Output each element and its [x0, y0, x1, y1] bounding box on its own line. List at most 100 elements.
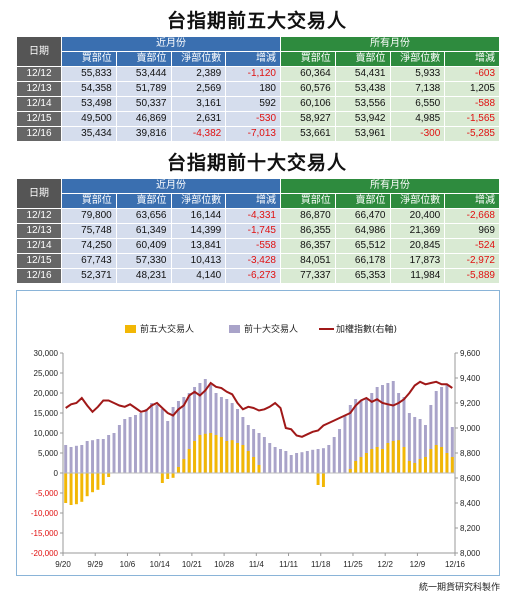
top5-bar [101, 473, 105, 485]
top10-bar [134, 415, 137, 473]
top5-bar [214, 435, 218, 473]
top5-bar [375, 447, 379, 473]
top10-bar [187, 393, 191, 473]
table-cell: 14,399 [170, 223, 227, 239]
top10-bar [289, 455, 293, 473]
column-header: 賣部位 [115, 193, 172, 209]
table-cell: 66,470 [334, 208, 391, 224]
table-cell: 48,231 [115, 268, 172, 284]
table-cell: -7,013 [225, 126, 281, 142]
date-header: 日期 [16, 36, 62, 67]
table-cell: 84,051 [280, 253, 336, 269]
top10-bar [295, 453, 299, 473]
x-tick-label: 10/14 [150, 560, 171, 569]
top5-bar [407, 461, 411, 473]
x-tick-label: 10/6 [120, 560, 136, 569]
top5-bar [225, 441, 229, 473]
top10-bar [413, 417, 417, 473]
top10-bar [407, 413, 411, 473]
top10-bar [364, 399, 368, 473]
top5-bar [370, 449, 374, 473]
table-cell: 3,161 [170, 96, 227, 112]
top10-traders-table: 日期 近月份 所有月份 買部位 賣部位 淨部位數 增減 買部位 賣部位 淨部位數 增減 12/12 79… [16, 178, 500, 284]
legend-swatch [229, 325, 240, 333]
top10-bar [107, 435, 111, 473]
all-month-header: 所有月份 [280, 178, 500, 194]
top10-bar [397, 393, 401, 473]
table-cell: 86,355 [280, 223, 336, 239]
top5-bar [219, 437, 223, 473]
table-cell: 46,869 [115, 111, 172, 127]
futures-positions-chart: -20,000 -15,000 -10,000 -5,000 0 5,000 10,000 1… [16, 290, 500, 576]
column-header: 淨部位數 [170, 51, 227, 67]
table-cell: -1,565 [444, 111, 500, 127]
row-date: 12/16 [16, 126, 62, 142]
table-cell: 57,330 [115, 253, 172, 269]
legend-label: 前十大交易人 [244, 323, 298, 335]
table-cell: 86,357 [280, 238, 336, 254]
top10-bar [128, 417, 132, 473]
top10-bar [279, 449, 282, 473]
top10-bar [252, 429, 256, 473]
y-tick-label: -5,000 [35, 489, 58, 498]
table-cell: 66,178 [334, 253, 391, 269]
top10-bar [332, 437, 336, 473]
top5-bar [230, 440, 234, 473]
table-cell: 58,927 [280, 111, 336, 127]
table-cell: 592 [225, 96, 281, 112]
top10-bar [402, 397, 406, 473]
table-cell: 60,364 [280, 66, 336, 82]
table-cell: 53,661 [280, 126, 336, 142]
legend-label: 前五大交易人 [140, 323, 194, 335]
top5-bar [440, 447, 444, 473]
top5-bar [413, 463, 417, 473]
table-row: 12/14 74,250 60,409 13,841 -558 86,357 65,512 2… [16, 238, 500, 254]
top10-bar [381, 385, 384, 473]
x-tick-label: 10/28 [214, 560, 235, 569]
y-tick-label: -15,000 [31, 529, 59, 538]
table-cell: 53,942 [334, 111, 391, 127]
table-cell: 53,961 [334, 126, 391, 142]
table-cell: 61,349 [115, 223, 172, 239]
date-header: 日期 [16, 178, 62, 209]
table-cell: 5,933 [389, 66, 446, 82]
column-header: 買部位 [61, 51, 117, 67]
table-cell: -1,745 [225, 223, 281, 239]
top10-bar [203, 379, 207, 473]
y2-tick-label: 8,000 [460, 549, 481, 558]
x-tick-label: 11/11 [279, 560, 298, 569]
top5-bar [91, 473, 95, 493]
top10-bar [85, 441, 89, 473]
table-row: 12/16 35,434 39,816 -4,382 -7,013 53,661 53,96… [16, 126, 500, 142]
y2-tick-label: 8,200 [460, 524, 481, 533]
x-tick-label: 10/21 [182, 560, 203, 569]
table-cell: 16,144 [170, 208, 227, 224]
table-cell: 6,550 [389, 96, 446, 112]
top5-bar [171, 473, 175, 478]
row-date: 12/13 [16, 223, 62, 239]
column-header: 淨部位數 [389, 193, 446, 209]
top10-bar [321, 448, 325, 473]
table-cell: -4,382 [170, 126, 227, 142]
near-month-header: 近月份 [61, 178, 281, 194]
table-cell: 53,438 [334, 81, 391, 97]
top10-bar [257, 433, 261, 473]
table-cell: 65,512 [334, 238, 391, 254]
table-cell: 4,140 [170, 268, 227, 284]
table-row: 12/14 53,498 50,337 3,161 592 60,106 53,556 6,5… [16, 96, 500, 112]
top10-bar [343, 415, 347, 473]
top10-bar [262, 437, 266, 473]
top10-bar [176, 401, 180, 473]
top10-bar [123, 419, 127, 473]
row-date: 12/15 [16, 253, 62, 269]
top5-bar [107, 473, 111, 477]
table-cell: 60,409 [115, 238, 172, 254]
top5-bar [429, 449, 433, 473]
top10-bar [440, 387, 444, 473]
table-cell: 2,631 [170, 111, 227, 127]
table-cell: 2,569 [170, 81, 227, 97]
legend-swatch [125, 325, 136, 333]
y2-tick-label: 8,600 [460, 474, 481, 483]
top5-bar [182, 459, 186, 473]
top10-bar [144, 409, 148, 473]
